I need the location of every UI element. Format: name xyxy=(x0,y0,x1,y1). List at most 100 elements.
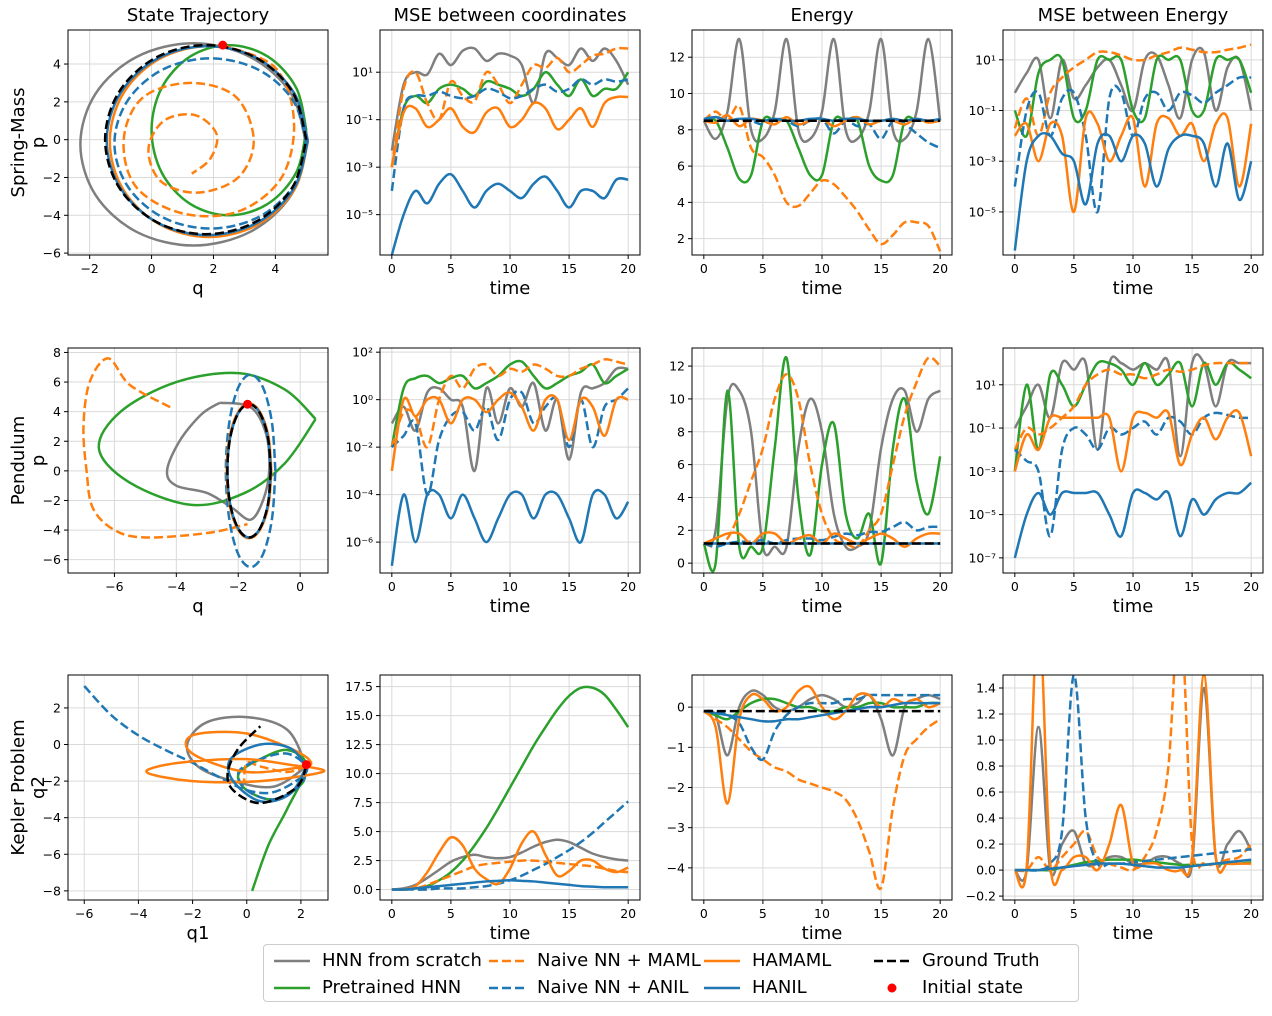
x-tick-label: 10 xyxy=(1125,579,1141,594)
y-tick-label: −1 xyxy=(667,740,685,755)
series-line xyxy=(150,43,308,217)
axes-frame xyxy=(67,347,329,574)
series-line xyxy=(390,78,629,192)
series-line xyxy=(97,371,317,507)
series-line xyxy=(1013,53,1253,138)
legend-swatch xyxy=(489,959,525,962)
y-tick-label: 10⁻¹ xyxy=(968,103,996,118)
y-tick-label: −4 xyxy=(667,860,685,875)
series-line xyxy=(224,373,277,569)
series-line xyxy=(390,488,630,567)
x-axis-label: time xyxy=(490,596,531,617)
x-tick-label: 0 xyxy=(1011,906,1019,921)
panel: 0 5 10 15 20 0 2 4 6 8 10 12 time xyxy=(669,347,953,617)
y-tick-label: 10⁻⁵ xyxy=(968,507,996,522)
y-tick-label: 10⁻¹ xyxy=(345,112,373,127)
series-line xyxy=(226,742,308,804)
legend-swatch xyxy=(704,959,740,962)
x-tick-label: 5 xyxy=(1070,261,1078,276)
series-line xyxy=(702,684,941,805)
plot-area xyxy=(702,356,942,573)
x-tick-label: 5 xyxy=(1070,579,1078,594)
series-line xyxy=(390,391,629,472)
y-tick-label: 0.4 xyxy=(976,811,996,826)
x-axis-label: time xyxy=(1113,278,1154,299)
panel: −2 0 2 4 −6 −4 −2 0 2 4 State Trajectory q pSpring-M… xyxy=(8,5,329,299)
series-line xyxy=(391,838,629,891)
series-line xyxy=(391,859,629,891)
y-tick-label: 10⁻¹ xyxy=(968,421,996,436)
y-tick-label: 2.5 xyxy=(353,853,373,868)
x-tick-label: 15 xyxy=(873,579,889,594)
x-axis-label: time xyxy=(802,596,843,617)
y-tick-label: 0.2 xyxy=(976,837,996,852)
series-line xyxy=(1013,481,1253,559)
series-line xyxy=(390,95,629,168)
y-tick-label: 4 xyxy=(53,404,61,419)
x-tick-label: 0 xyxy=(1011,579,1019,594)
x-tick-label: 20 xyxy=(620,906,636,921)
x-tick-label: −6 xyxy=(75,906,93,921)
y-tick-label: 0.0 xyxy=(353,882,373,897)
y-tick-label: 4 xyxy=(677,195,685,210)
x-tick-label: 0 xyxy=(700,906,708,921)
axes-frame xyxy=(379,674,641,901)
x-tick-label: 2 xyxy=(297,906,305,921)
x-tick-label: 15 xyxy=(873,906,889,921)
x-tick-label: −4 xyxy=(129,906,147,921)
y-tick-label: 2 xyxy=(53,700,61,715)
x-tick-label: 20 xyxy=(1243,261,1259,276)
x-tick-label: 2 xyxy=(209,261,217,276)
x-tick-label: 5 xyxy=(447,261,455,276)
x-tick-label: 0 xyxy=(388,261,396,276)
x-tick-label: 5 xyxy=(447,906,455,921)
legend-label: Naive NN + MAML xyxy=(537,950,701,971)
x-tick-label: 10 xyxy=(1125,261,1141,276)
series-line xyxy=(185,715,308,789)
axes-frame xyxy=(379,347,641,574)
x-tick-label: 15 xyxy=(561,906,577,921)
legend-label: HAMAML xyxy=(752,950,832,971)
series-line xyxy=(1013,360,1252,472)
series-line xyxy=(1013,110,1253,214)
y-tick-label: 12 xyxy=(669,50,685,65)
y-tick-label: 10⁻⁵ xyxy=(345,207,373,222)
y-tick-label: 10² xyxy=(352,345,373,360)
y-tick-label: 0 xyxy=(53,737,61,752)
series-line xyxy=(390,172,629,255)
y-tick-label: 10¹ xyxy=(352,65,373,80)
initial-state-point xyxy=(243,399,253,409)
y-tick-label: −4 xyxy=(43,810,61,825)
x-tick-label: 0 xyxy=(388,906,396,921)
legend-swatch xyxy=(704,986,740,989)
series-line xyxy=(703,693,941,762)
panel: 0 5 10 15 20 10⁻⁵ 10⁻³ 10⁻¹ 10¹ MSE between Energ… xyxy=(968,5,1264,299)
x-tick-label: 4 xyxy=(271,261,279,276)
y-tick-label: −8 xyxy=(43,883,61,898)
legend-label: HNN from scratch xyxy=(322,950,482,971)
y-tick-label: 8 xyxy=(53,345,61,360)
series-line xyxy=(1013,409,1253,473)
x-tick-label: 5 xyxy=(447,579,455,594)
series-line xyxy=(226,403,272,539)
x-tick-label: 10 xyxy=(502,579,518,594)
x-tick-label: −2 xyxy=(183,906,201,921)
x-tick-label: 5 xyxy=(759,906,767,921)
y-tick-label: 5.0 xyxy=(353,824,373,839)
y-tick-label: 0 xyxy=(677,556,685,571)
series-line xyxy=(703,701,941,723)
series-line xyxy=(390,46,629,168)
y-tick-label: 0.6 xyxy=(976,785,996,800)
x-tick-label: −4 xyxy=(167,579,185,594)
x-tick-label: 20 xyxy=(1243,579,1259,594)
y-tick-label: 10 xyxy=(669,86,685,101)
y-tick-label: 1.0 xyxy=(976,733,996,748)
series-line xyxy=(82,357,248,539)
y-tick-label: 10⁻² xyxy=(345,440,373,455)
series-line xyxy=(390,387,630,496)
legend-entry: HNN from scratch xyxy=(272,947,487,974)
